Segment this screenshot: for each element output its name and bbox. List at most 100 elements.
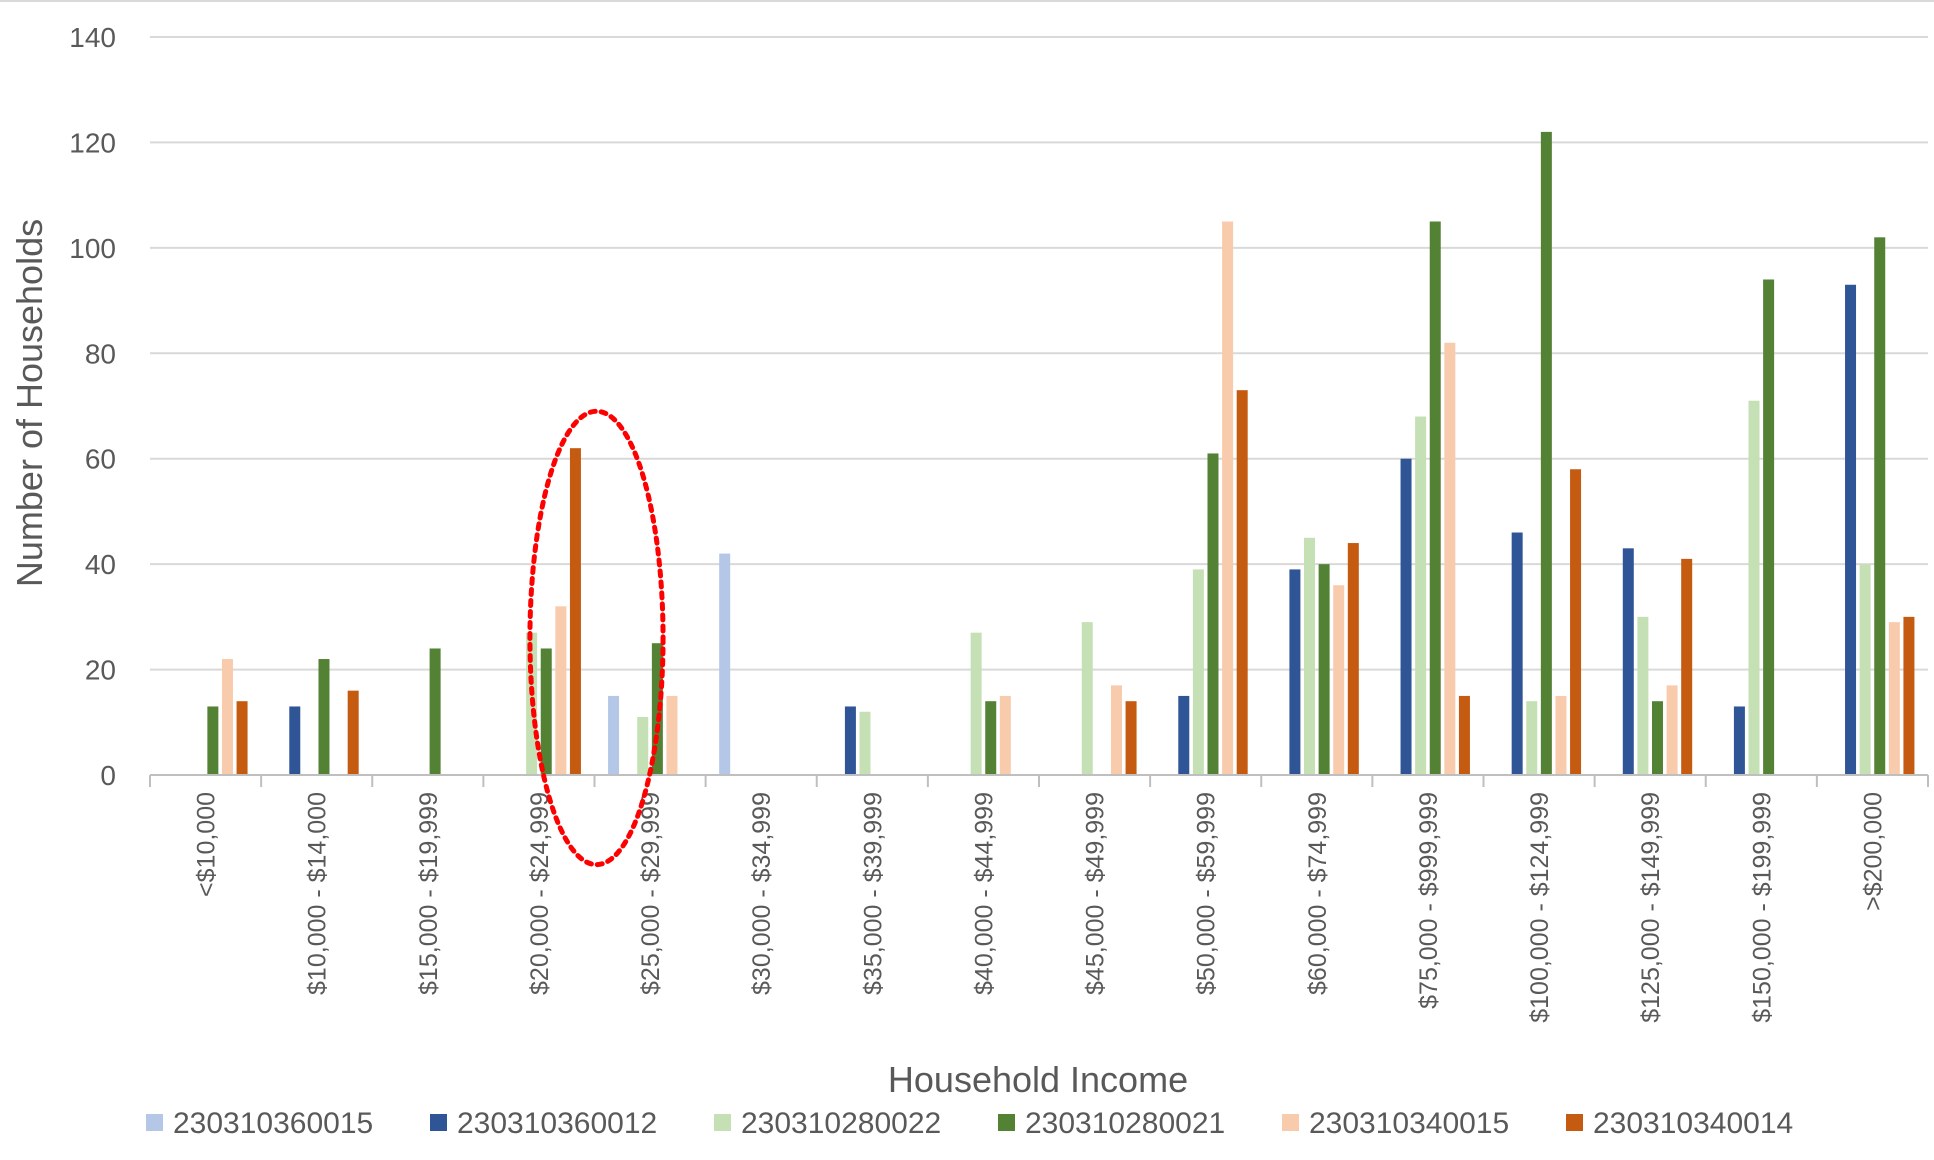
x-tick-label: $20,000 - $24,999 — [526, 792, 554, 995]
x-tick-label: $100,000 - $124,999 — [1526, 792, 1554, 1023]
bar — [1637, 616, 1649, 775]
bar — [1511, 532, 1523, 775]
bar — [540, 648, 552, 775]
bar — [1845, 284, 1857, 775]
bar — [1289, 569, 1301, 775]
bar — [1304, 537, 1316, 775]
bar — [1415, 416, 1427, 775]
bar — [569, 448, 581, 775]
y-tick-label: 100 — [69, 233, 116, 264]
bar — [844, 706, 856, 775]
bar — [347, 690, 359, 775]
bar — [1622, 548, 1634, 775]
x-tick-label: $125,000 - $149,999 — [1637, 792, 1665, 1023]
legend-swatch — [714, 1114, 731, 1131]
x-tick-label: $15,000 - $19,999 — [415, 792, 443, 995]
x-tick-label: $75,000 - $999,999 — [1415, 792, 1443, 1009]
bar — [221, 659, 233, 775]
x-tick-label: $10,000 - $14,000 — [304, 792, 332, 995]
bar — [999, 695, 1011, 775]
bar — [1666, 685, 1678, 775]
bar — [1125, 701, 1137, 775]
bar — [608, 695, 620, 775]
bar — [1555, 695, 1567, 775]
legend-label: 230310340015 — [1309, 1107, 1509, 1140]
bar — [236, 701, 248, 775]
legend-swatch — [1566, 1114, 1583, 1131]
x-tick-label: $50,000 - $59,999 — [1193, 792, 1221, 995]
legend-swatch — [430, 1114, 447, 1131]
x-tick-label: $30,000 - $34,999 — [748, 792, 776, 995]
x-tick-label: $35,000 - $39,999 — [859, 792, 887, 995]
bar — [859, 711, 871, 775]
bar — [1903, 616, 1915, 775]
bar — [1681, 558, 1693, 775]
bar — [666, 695, 678, 775]
bar — [207, 706, 219, 775]
bar — [1763, 279, 1775, 775]
bar — [1192, 569, 1204, 775]
bar — [719, 553, 731, 775]
x-tick-label: $150,000 - $199,999 — [1748, 792, 1776, 1023]
bar — [1526, 701, 1538, 775]
x-tick-label: $25,000 - $29,999 — [637, 792, 665, 995]
y-tick-label: 0 — [100, 760, 116, 791]
bar — [637, 717, 649, 775]
bar — [1859, 564, 1871, 775]
bar — [289, 706, 301, 775]
bar — [1178, 695, 1190, 775]
bar — [1651, 701, 1663, 775]
bar — [1733, 706, 1745, 775]
annotations — [527, 408, 666, 868]
bar — [970, 632, 982, 775]
grid-lines — [0, 0, 1934, 671]
legend: 230310360015 230310360012 230310280022 2303… — [146, 1107, 1793, 1140]
bar — [1458, 695, 1470, 775]
bar — [1570, 469, 1582, 775]
dotted-ellipse-annotation — [527, 408, 666, 868]
x-tick-label: $40,000 - $44,999 — [970, 792, 998, 995]
bar — [1444, 342, 1456, 775]
legend-label: 230310360015 — [173, 1107, 373, 1140]
bar — [1748, 400, 1760, 775]
legend-swatch — [146, 1114, 163, 1131]
y-tick-label: 120 — [69, 127, 116, 158]
x-tick-label: $45,000 - $49,999 — [1082, 792, 1110, 995]
legend-label: 230310340014 — [1593, 1107, 1793, 1140]
bar — [1110, 685, 1122, 775]
bar — [318, 659, 330, 775]
legend-label: 230310280022 — [741, 1107, 941, 1140]
y-tick-label: 20 — [85, 655, 116, 686]
y-tick-label: 40 — [85, 549, 116, 580]
bar — [1400, 458, 1412, 775]
bar — [1333, 585, 1345, 775]
x-axis-title: Household Income — [888, 1059, 1188, 1100]
bar — [1429, 221, 1441, 775]
y-axis-title: Number of Households — [9, 219, 50, 587]
y-tick-label: 140 — [69, 22, 116, 53]
bar — [1207, 453, 1219, 775]
bar — [985, 701, 997, 775]
bar — [1540, 131, 1552, 775]
legend-label: 230310280021 — [1025, 1107, 1225, 1140]
x-tick-label: $60,000 - $74,999 — [1304, 792, 1332, 995]
legend-label: 230310360012 — [457, 1107, 657, 1140]
bar — [1888, 622, 1900, 775]
legend-swatch — [998, 1114, 1015, 1131]
bar — [1347, 543, 1359, 775]
bar — [1318, 564, 1330, 775]
bar — [1222, 221, 1234, 775]
bar — [555, 606, 567, 775]
bar — [1874, 237, 1886, 776]
legend-swatch — [1282, 1114, 1299, 1131]
bars — [207, 131, 1915, 776]
axes: 0 20 40 60 80 100 120 140 <$10,000 $10,000 - $14,… — [69, 22, 1929, 1023]
y-tick-label: 60 — [85, 444, 116, 475]
bar — [1081, 622, 1093, 775]
bar — [1236, 390, 1248, 775]
y-tick-label: 80 — [85, 338, 116, 369]
x-tick-label: >$200,000 — [1859, 792, 1887, 911]
bar — [429, 648, 441, 775]
